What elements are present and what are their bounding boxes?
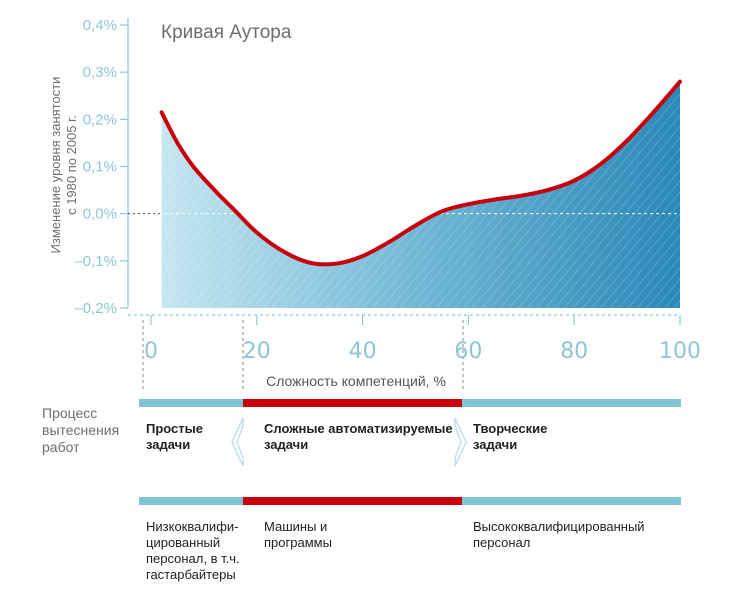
task-complex-label: Сложные автоматизируемые задачи	[264, 421, 453, 452]
y-tick-label: –0,2%	[74, 300, 117, 317]
y-axis-label-line1: Изменение уровня занятости	[48, 77, 63, 254]
y-tick-label: 0,1%	[83, 159, 117, 176]
task-bar-complex	[243, 399, 462, 407]
worker-bar-machines	[243, 497, 462, 505]
x-tick-label: 80	[560, 339, 588, 364]
task-simple-label: Простые задачи	[146, 421, 203, 452]
area-hatch	[161, 81, 681, 308]
task-bar-simple	[139, 399, 243, 407]
autor-curve-line	[159, 79, 682, 267]
y-tick-label: 0,2%	[83, 111, 117, 128]
x-tick-label: 40	[349, 339, 377, 364]
x-tick-label: 60	[454, 339, 482, 364]
task-creative-label: Творческие задачи	[473, 421, 548, 452]
y-tick-label: 0,3%	[83, 64, 117, 81]
process-label: Процесс вытеснения работ	[42, 405, 120, 455]
worker-machines-label: Машины и программы	[264, 519, 332, 550]
worker-bar-low	[139, 497, 243, 505]
x-tick-label: 100	[659, 339, 701, 364]
x-tick-label: 20	[243, 339, 271, 364]
worker-bar-high	[462, 497, 681, 505]
y-tick-label: 0,0%	[83, 206, 117, 223]
y-axis-label-line2: с 1980 по 2005 г.	[64, 115, 79, 215]
y-tick-label: –0,1%	[74, 253, 117, 270]
y-tick-label: 0,4%	[83, 17, 117, 34]
left-chevron-icon	[231, 417, 244, 467]
worker-high-label: Высококвалифицированный персонал	[473, 519, 645, 550]
x-tick-label: 0	[144, 339, 158, 364]
x-axis-label: Сложность компетенций, %	[266, 373, 446, 389]
right-chevron-icon	[454, 417, 467, 467]
task-bar-creative	[462, 399, 681, 407]
worker-low-label: Низкоквалифи-цированный персонал, в т.ч.…	[146, 519, 240, 582]
chart-title: Кривая Аутора	[161, 22, 292, 43]
